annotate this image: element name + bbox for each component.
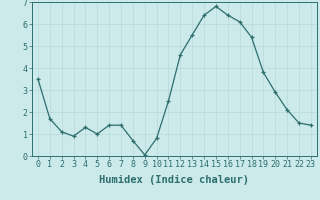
X-axis label: Humidex (Indice chaleur): Humidex (Indice chaleur) — [100, 175, 249, 185]
